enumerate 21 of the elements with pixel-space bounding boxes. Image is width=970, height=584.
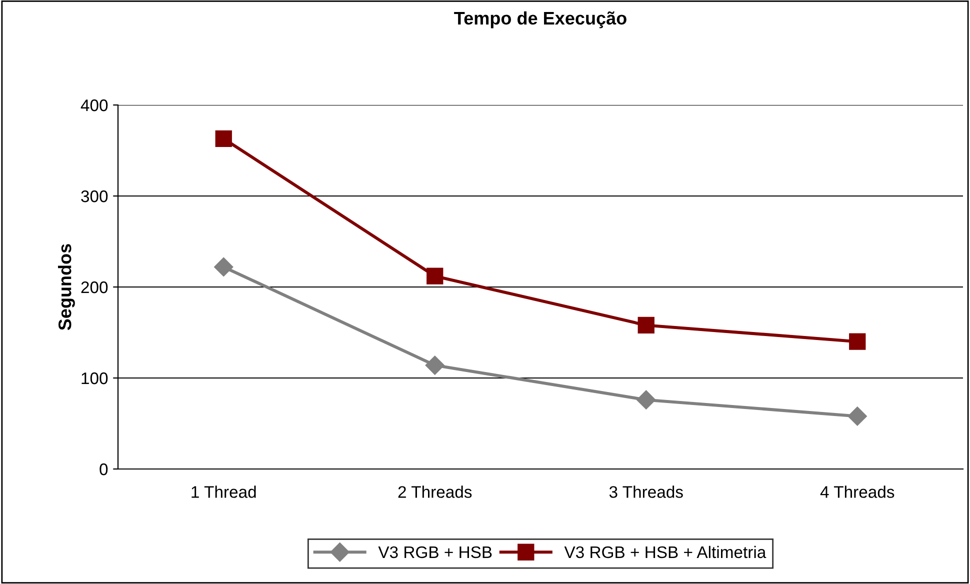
y-tick-label: 300 xyxy=(81,190,108,202)
point xyxy=(848,406,867,426)
x-tick-label: 2 Threads xyxy=(398,486,472,498)
x-tick-label: 1 Thread xyxy=(192,486,256,498)
x-tick-label: 4 Threads xyxy=(820,486,894,498)
x-tick-label: 3 Threads xyxy=(609,486,683,498)
point xyxy=(214,257,234,277)
point xyxy=(849,333,866,350)
chart-title: Tempo de Execução xyxy=(454,11,626,28)
point xyxy=(636,390,656,410)
y-tick-label: 0 xyxy=(100,463,108,476)
point xyxy=(638,316,654,334)
point xyxy=(215,130,232,148)
y-tick-label: 100 xyxy=(82,372,108,384)
y-tick-label: 400 xyxy=(80,99,108,112)
legend-label: V3 RGB + HSB xyxy=(378,546,492,558)
y-tick-label: 200 xyxy=(81,281,108,294)
point xyxy=(426,268,444,284)
point xyxy=(425,356,444,375)
legend-label: V3 RGB + HSB + Altimetria xyxy=(564,546,766,558)
y-axis-title: Segundos xyxy=(58,244,75,330)
